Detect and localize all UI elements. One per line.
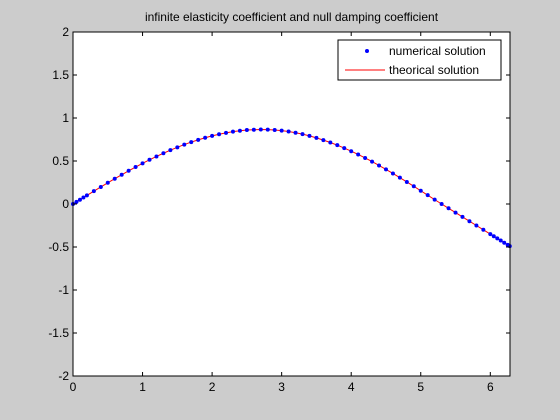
x-tick-label: 6 — [487, 380, 494, 394]
x-tick-label: 3 — [278, 380, 285, 394]
y-tick-label: 0.5 — [52, 154, 69, 168]
y-tick-label: -0.5 — [48, 240, 69, 254]
numerical-point — [154, 154, 159, 159]
numerical-point — [189, 140, 194, 145]
numerical-point — [203, 135, 208, 140]
numerical-point — [439, 202, 444, 206]
x-tick-label: 5 — [417, 380, 424, 394]
numerical-point — [140, 161, 145, 166]
numerical-point — [342, 146, 347, 151]
numerical-point — [491, 234, 496, 239]
numerical-point — [272, 127, 277, 132]
numerical-point — [147, 157, 152, 162]
numerical-point — [161, 151, 166, 156]
numerical-point — [300, 132, 305, 137]
numerical-point — [279, 128, 284, 133]
numerical-point — [498, 238, 503, 243]
numerical-point — [91, 189, 96, 194]
y-tick-label: 1.5 — [52, 68, 69, 82]
numerical-point — [349, 149, 354, 154]
numerical-point — [446, 206, 451, 211]
y-tick-label: 2 — [62, 25, 69, 39]
numerical-point — [210, 133, 215, 138]
numerical-point — [196, 137, 201, 142]
y-tick-label: -2 — [58, 369, 69, 383]
legend-label-numerical: numerical solution — [389, 44, 486, 58]
numerical-point — [453, 210, 458, 215]
plot-area — [73, 32, 510, 376]
legend-marker-numerical — [365, 49, 369, 53]
numerical-point — [377, 163, 382, 168]
numerical-point — [244, 128, 249, 133]
numerical-point — [425, 193, 430, 198]
numerical-point — [481, 227, 486, 232]
y-tick-label: 0 — [62, 197, 69, 211]
numerical-point — [363, 155, 368, 160]
numerical-point — [328, 140, 333, 145]
numerical-point — [112, 176, 117, 181]
numerical-point — [488, 232, 493, 237]
numerical-point — [321, 138, 326, 143]
numerical-point — [335, 143, 340, 148]
legend: numerical solution theorical solution — [337, 39, 502, 81]
numerical-point — [383, 167, 388, 172]
x-tick-label: 2 — [209, 380, 216, 394]
numerical-point — [258, 127, 263, 132]
numerical-point — [84, 193, 89, 198]
numerical-point — [467, 219, 472, 224]
x-axis: 0 1 2 3 4 5 6 — [70, 32, 494, 394]
numerical-point — [265, 127, 270, 132]
legend-label-theorical: theorical solution — [389, 63, 479, 77]
numerical-point — [105, 180, 110, 185]
numerical-point — [418, 188, 423, 193]
numerical-point — [126, 168, 131, 173]
numerical-point — [237, 128, 242, 133]
numerical-point — [370, 159, 375, 164]
numerical-point — [460, 214, 465, 219]
numerical-point — [175, 145, 180, 150]
numerical-point — [119, 172, 124, 177]
numerical-point — [98, 184, 103, 189]
numerical-point — [133, 165, 138, 170]
numerical-point — [251, 127, 256, 132]
numerical-point — [356, 152, 361, 157]
numerical-point — [217, 132, 222, 137]
x-tick-label: 4 — [348, 380, 355, 394]
numerical-point — [307, 133, 312, 138]
numerical-point — [397, 175, 402, 180]
chart-title: infinite elasticity coefficient and null… — [145, 10, 439, 24]
numerical-point — [81, 195, 86, 200]
numerical-point — [224, 130, 229, 135]
y-tick-label: 1 — [62, 111, 69, 125]
numerical-point — [474, 223, 479, 228]
y-tick-label: -1.5 — [48, 326, 69, 340]
numerical-point — [411, 184, 416, 189]
numerical-point — [495, 236, 500, 241]
numerical-point — [502, 240, 507, 245]
numerical-point — [230, 129, 235, 134]
numerical-series — [71, 127, 512, 249]
numerical-point — [432, 197, 437, 202]
numerical-point — [404, 179, 409, 184]
legend-box — [337, 39, 502, 81]
x-tick-label: 0 — [70, 380, 77, 394]
numerical-point — [314, 135, 319, 140]
numerical-point — [286, 129, 291, 134]
y-tick-label: -1 — [58, 283, 69, 297]
x-tick-label: 1 — [139, 380, 146, 394]
numerical-point — [182, 142, 187, 147]
numerical-point — [74, 199, 79, 204]
numerical-point — [168, 148, 173, 153]
numerical-point — [390, 171, 395, 176]
numerical-point — [293, 130, 298, 135]
numerical-point — [77, 197, 82, 202]
y-axis: -2 -1.5 -1 -0.5 0 0.5 1 1.5 2 — [48, 25, 510, 383]
